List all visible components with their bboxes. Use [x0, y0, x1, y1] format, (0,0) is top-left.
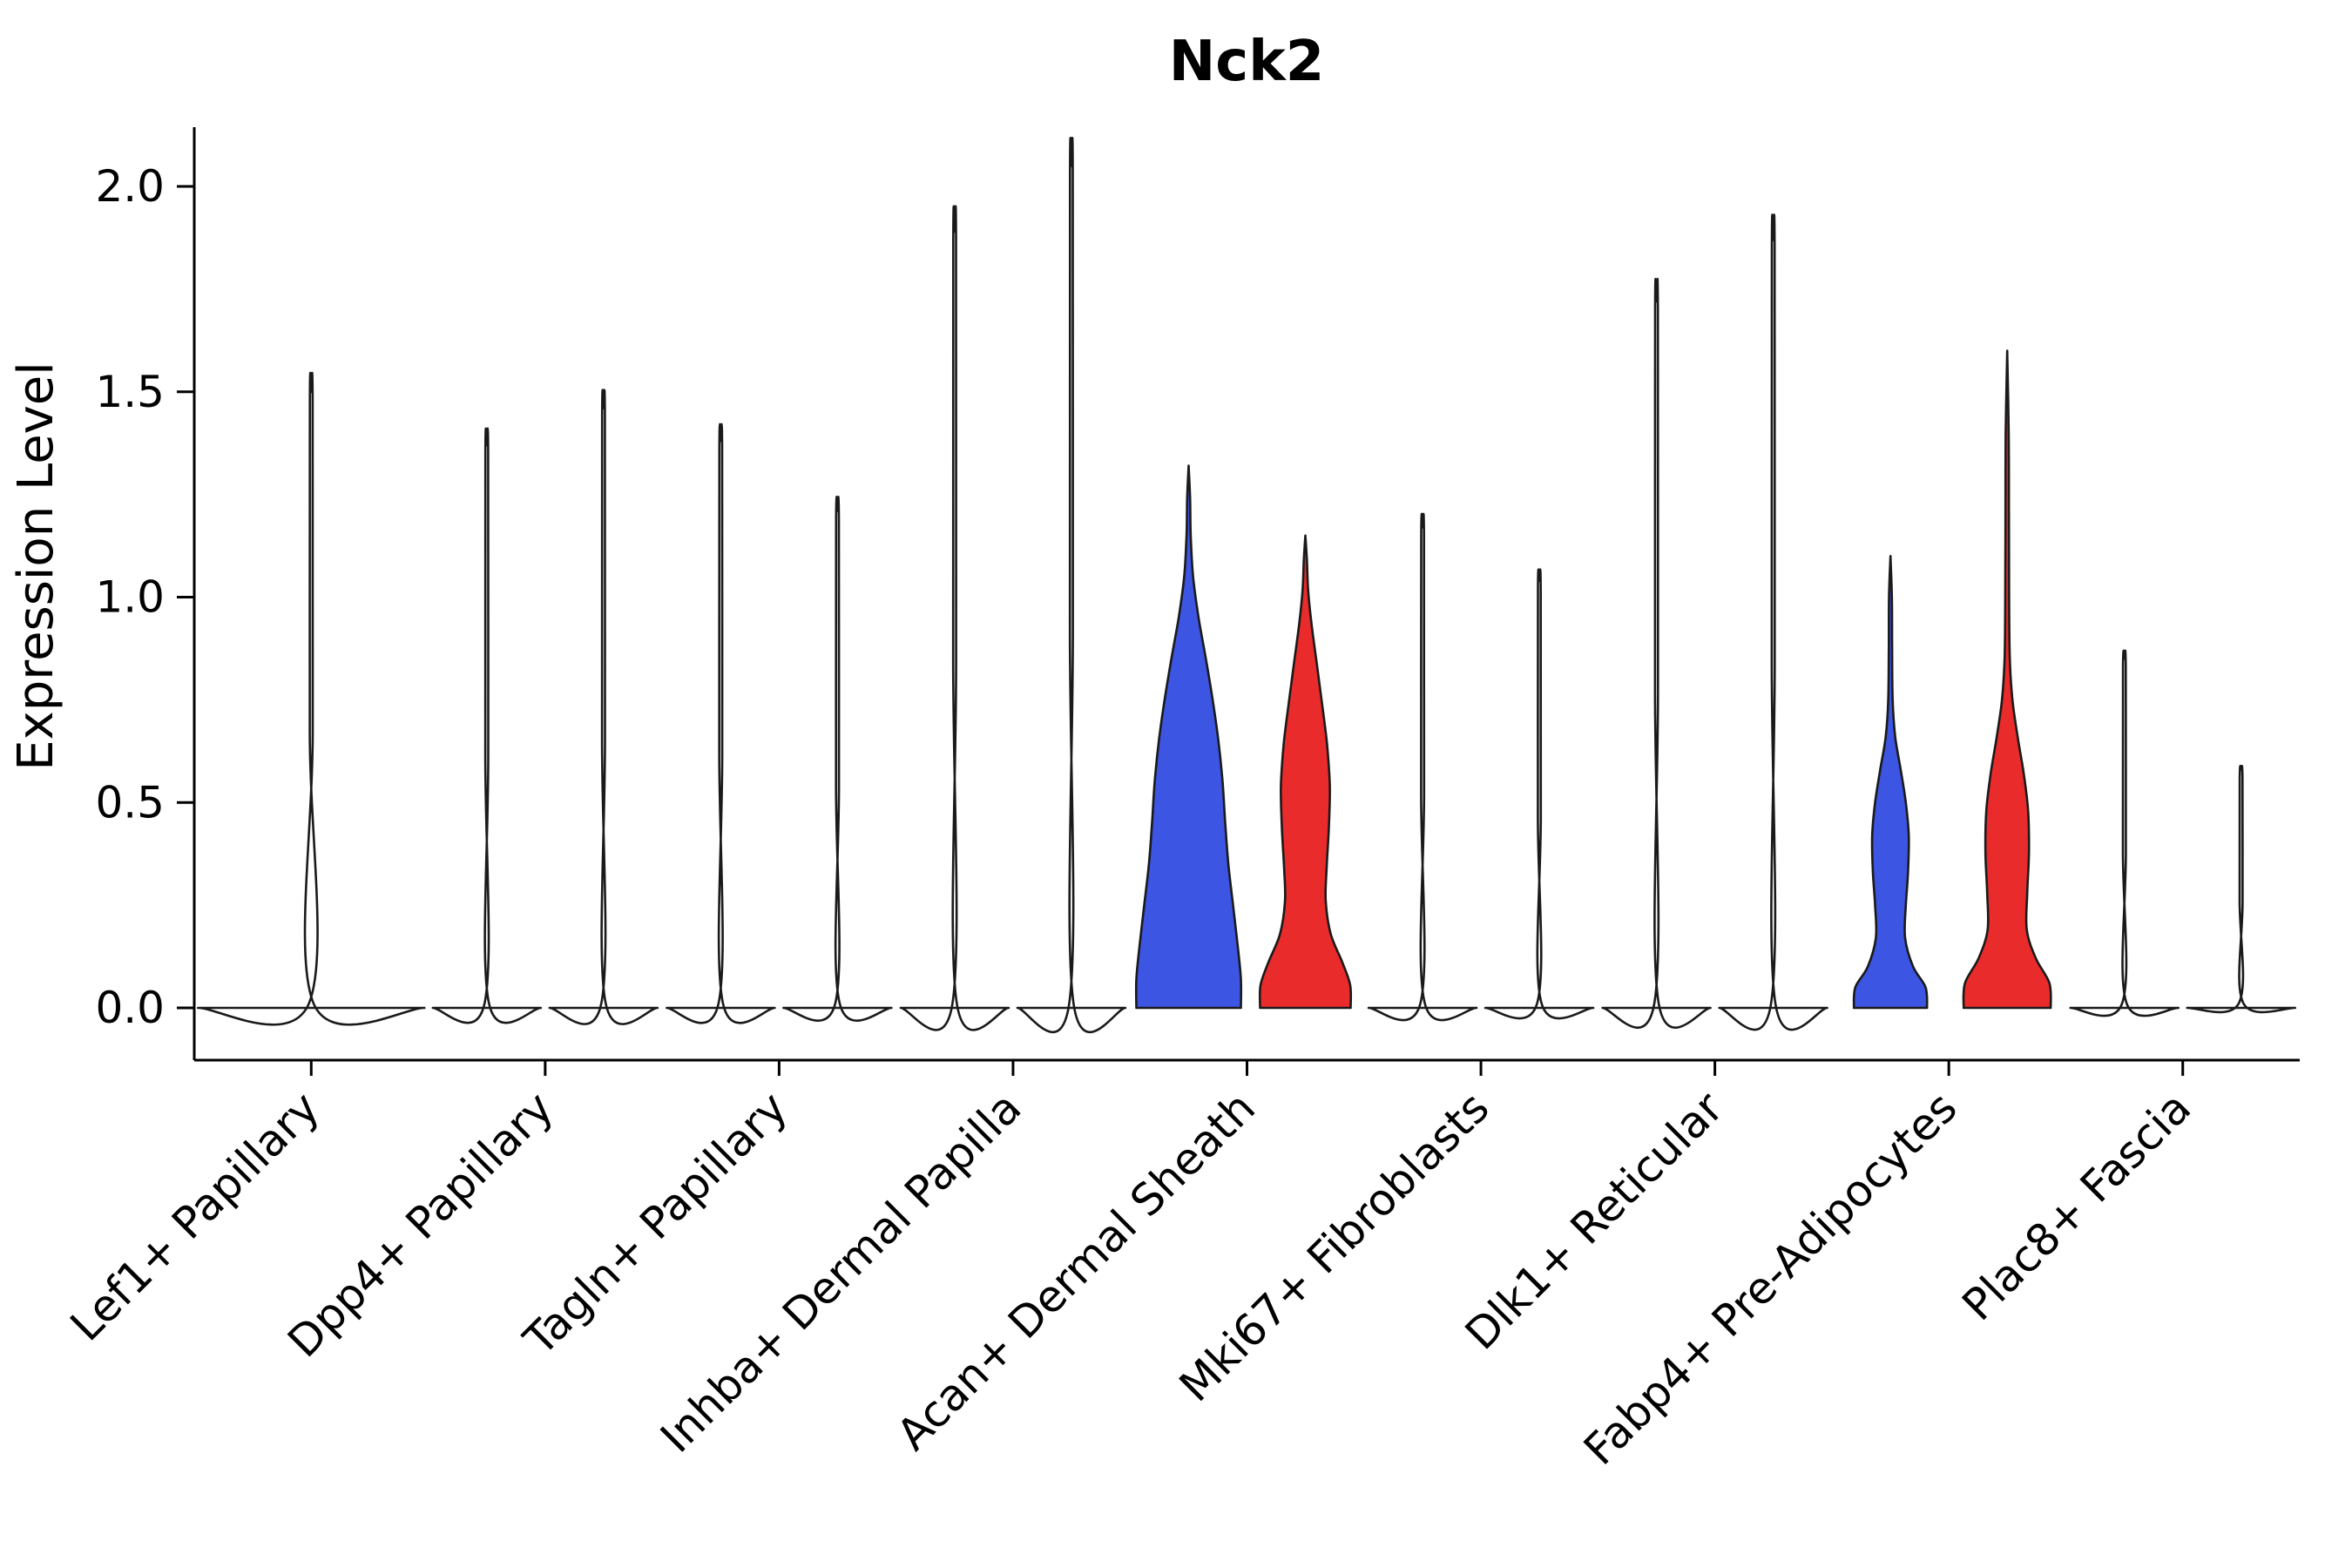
violin-red-spike — [1484, 568, 1595, 1020]
violin-blue-body — [1134, 464, 1243, 1010]
violin-blue-spike — [431, 427, 543, 1024]
violin-single-spike — [196, 371, 426, 1026]
violin-red-spike — [782, 496, 893, 1022]
x-tick-label: Dlk1+ Reticular — [1456, 1082, 1733, 1359]
violin-blue-spike — [899, 205, 1010, 1031]
violin-red-body — [1258, 534, 1353, 1010]
chart-title: Nck2 — [1169, 30, 1325, 94]
y-axis-label: Expression Level — [8, 362, 64, 771]
x-tick-label: Plac8+ Fascia — [1952, 1082, 2200, 1330]
y-tick-label: 1.5 — [95, 367, 165, 417]
violin-red-body — [1962, 349, 2052, 1010]
violin-red-spike — [1718, 213, 1828, 1031]
violin-red-spike — [1016, 136, 1127, 1033]
violin-blue-spike — [1601, 278, 1712, 1029]
violin-blue-spike — [1367, 512, 1478, 1022]
y-tick-label: 1.0 — [95, 572, 165, 623]
y-tick-label: 0.0 — [95, 983, 165, 1033]
violin-red-spike — [2186, 765, 2297, 1014]
violin-blue-body — [1852, 555, 1929, 1010]
y-tick-label: 0.5 — [95, 777, 165, 828]
y-tick-label: 2.0 — [95, 161, 165, 212]
violin-red-spike — [548, 389, 659, 1025]
x-tick-label: Lef1+ Papillary — [61, 1082, 329, 1350]
violin-blue-spike — [666, 422, 776, 1024]
x-tick-label: Fabp4+ Pre-Adipocytes — [1574, 1082, 1967, 1475]
violin-blue-spike — [2069, 649, 2180, 1017]
